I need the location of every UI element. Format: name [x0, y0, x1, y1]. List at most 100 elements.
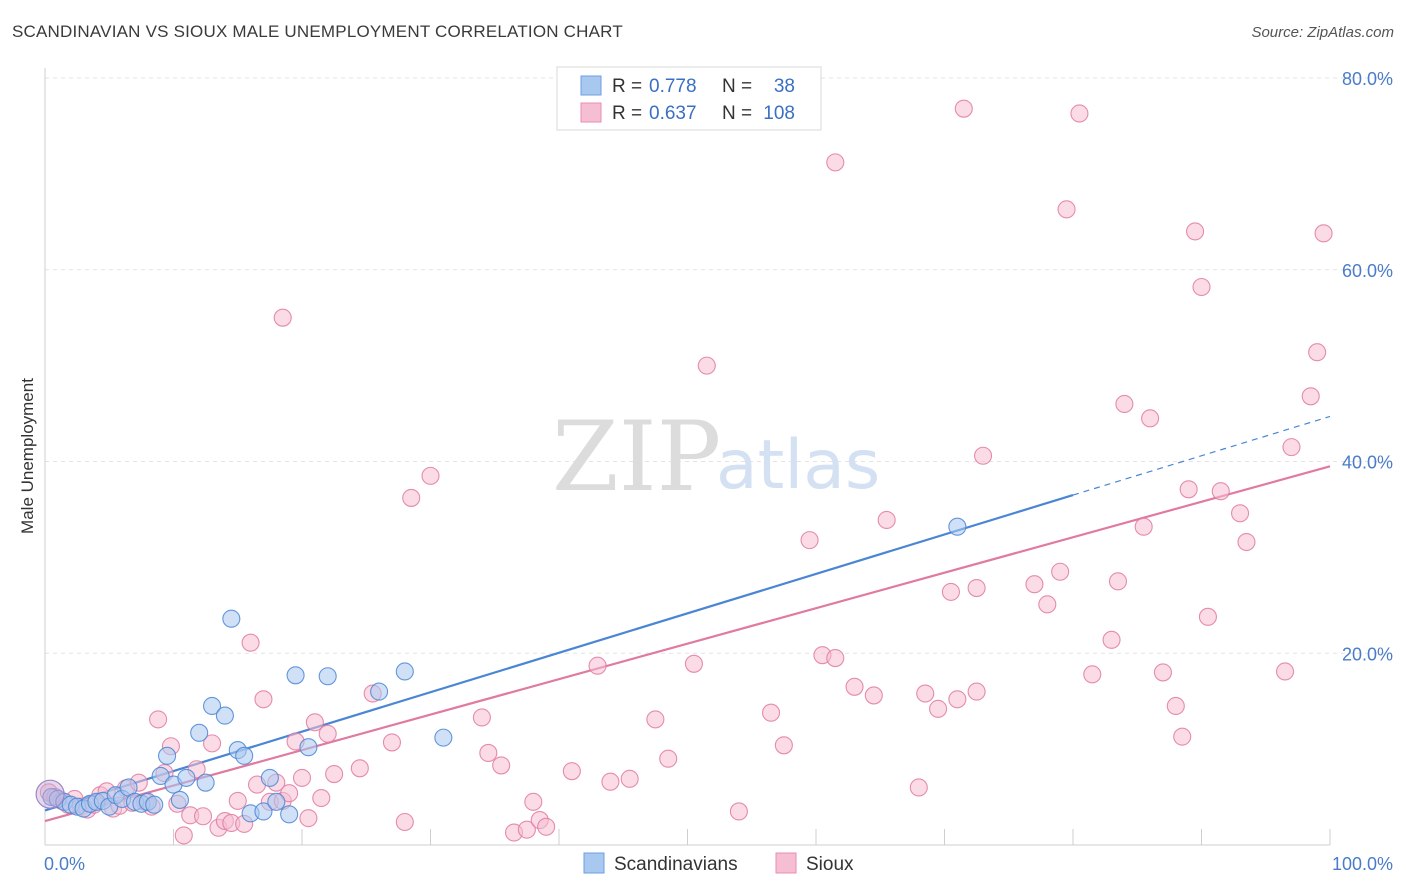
point-sioux [1211, 482, 1230, 501]
point-sioux [524, 792, 543, 811]
legend-swatch-scandinavians [580, 75, 602, 96]
legend-r-value-scandinavians: 0.778 [649, 76, 697, 97]
point-sioux [1198, 607, 1217, 626]
axes [44, 68, 1331, 846]
point-sioux [826, 153, 845, 172]
x-tick-labels: 0.0% 100.0% [44, 854, 1393, 874]
point-sioux [877, 510, 896, 530]
point-sioux [562, 762, 581, 781]
point-sioux [684, 654, 703, 673]
point-sioux [479, 743, 498, 763]
point-sioux [620, 769, 639, 788]
point-scandinavians [145, 795, 164, 814]
trend-line-scandinavians [44, 494, 1074, 812]
point-sioux [228, 791, 247, 810]
legend-n-value-sioux: 108 [763, 103, 795, 124]
point-sioux [1231, 504, 1250, 523]
point-sioux [402, 488, 421, 507]
point-sioux [1083, 665, 1102, 684]
point-scandinavians [215, 706, 234, 725]
point-scandinavians [318, 667, 337, 686]
point-scandinavians [170, 790, 189, 809]
legend: R = 0.778 N = 38 R = 0.637 N = 108 [556, 66, 822, 131]
trend-lines [44, 415, 1331, 823]
trend-line-sioux [44, 465, 1331, 823]
data-points [35, 99, 1333, 845]
legend-n-label-sioux: N = [722, 103, 752, 124]
point-scandinavians [235, 746, 254, 765]
point-sioux [305, 713, 324, 732]
point-sioux [472, 708, 491, 727]
point-sioux [254, 690, 273, 709]
point-sioux [800, 531, 819, 550]
point-scandinavians [151, 766, 170, 786]
point-sioux [909, 778, 928, 797]
point-sioux [1025, 575, 1044, 594]
point-sioux [273, 308, 292, 327]
point-sioux [948, 690, 967, 709]
point-sioux [1179, 480, 1198, 499]
x-tick-label-max: 100.0% [1332, 854, 1393, 874]
point-sioux [954, 99, 973, 118]
point-scandinavians [299, 738, 318, 757]
point-scandinavians [280, 805, 299, 824]
point-sioux [517, 820, 536, 839]
point-sioux [492, 756, 511, 775]
point-scandinavians [158, 746, 177, 765]
y-axis-label: Male Unemployment [18, 378, 37, 534]
point-sioux [318, 724, 337, 743]
point-sioux [350, 759, 369, 778]
point-scandinavians [222, 609, 241, 628]
point-sioux [826, 648, 845, 668]
point-scandinavians [267, 792, 286, 811]
point-scandinavians [196, 773, 215, 792]
point-sioux [149, 710, 168, 729]
point-sioux [395, 812, 414, 832]
point-sioux [1038, 595, 1057, 614]
point-sioux [312, 788, 331, 808]
point-sioux [659, 749, 678, 768]
point-sioux [1153, 663, 1172, 682]
y-tick-label: 40.0% [1342, 453, 1393, 473]
point-sioux [1192, 277, 1211, 297]
point-sioux [941, 582, 960, 601]
bottom-legend-swatch-sioux [775, 852, 797, 874]
point-scandinavians [434, 728, 453, 747]
point-sioux [382, 733, 402, 752]
bottom-legend-label-scandinavians: Scandinavians [614, 854, 738, 875]
point-scandinavians [203, 696, 222, 716]
point-sioux [1314, 224, 1333, 243]
y-tick-labels: 20.0% 40.0% 60.0% 80.0% [1342, 69, 1393, 664]
point-sioux [194, 807, 213, 826]
point-sioux [1173, 727, 1192, 746]
trend-line-extension-scandinavians [1072, 415, 1331, 496]
point-sioux [537, 817, 556, 836]
point-sioux [1134, 517, 1153, 536]
point-sioux [1275, 662, 1295, 681]
bottom-legend-label-sioux: Sioux [806, 854, 854, 875]
bottom-legend: Scandinavians Sioux [583, 852, 854, 875]
point-sioux [601, 772, 620, 791]
bottom-legend-swatch-scandinavians [583, 852, 605, 874]
point-scandinavians [395, 662, 414, 681]
point-sioux [325, 765, 344, 784]
point-sioux [1308, 343, 1327, 362]
point-scandinavians [286, 666, 305, 685]
x-tick-label-min: 0.0% [44, 854, 85, 874]
point-sioux [1141, 409, 1160, 428]
point-sioux [421, 466, 440, 485]
point-scandinavians [260, 768, 279, 787]
point-sioux [1070, 104, 1089, 123]
point-sioux [774, 736, 793, 755]
y-tick-label: 20.0% [1342, 644, 1393, 664]
point-sioux [1051, 562, 1070, 581]
point-sioux [729, 802, 748, 821]
point-sioux [241, 633, 260, 652]
point-sioux [864, 686, 883, 705]
point-sioux [1108, 572, 1128, 591]
legend-n-label-scandinavians: N = [722, 76, 752, 97]
point-sioux [845, 677, 864, 696]
gridlines [45, 77, 1392, 654]
point-sioux [973, 446, 993, 465]
